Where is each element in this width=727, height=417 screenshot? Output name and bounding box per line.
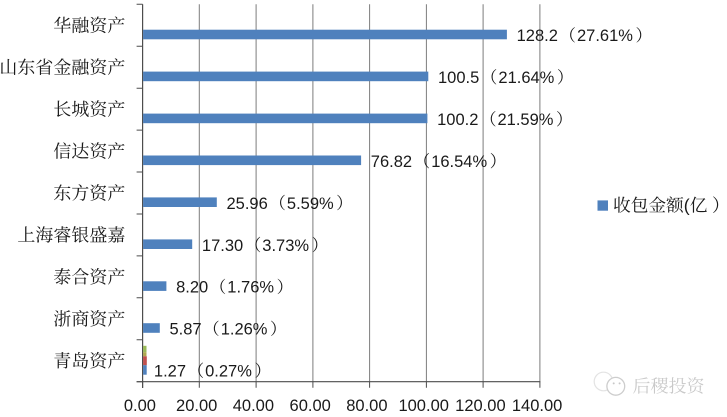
svg-text:100.00: 100.00 [398,397,448,415]
svg-text:21.59%: 21.59% [498,111,554,129]
svg-text:5.59%: 5.59% [287,195,334,213]
svg-text:1.27: 1.27 [154,363,186,381]
svg-text:1.76%: 1.76% [227,279,274,297]
svg-text:60.00: 60.00 [290,397,331,415]
svg-text:21.64%: 21.64% [498,69,554,87]
svg-text:0.00: 0.00 [124,397,156,415]
svg-text:80.00: 80.00 [346,397,387,415]
svg-text:17.30: 17.30 [202,237,243,255]
svg-text:8.20: 8.20 [176,279,208,297]
svg-text:3.73%: 3.73% [262,237,309,255]
svg-text:40.00: 40.00 [233,397,274,415]
svg-text:140.00: 140.00 [512,397,562,415]
svg-text:5.87: 5.87 [170,321,202,339]
svg-text:100.2: 100.2 [437,111,478,129]
svg-text:76.82: 76.82 [371,153,412,171]
svg-text:20.00: 20.00 [176,397,217,415]
svg-text:120.00: 120.00 [455,397,505,415]
svg-text:100.5: 100.5 [438,69,479,87]
svg-text:128.2: 128.2 [517,27,558,45]
svg-text:0.27%: 0.27% [205,363,252,381]
svg-text:27.61%: 27.61% [577,27,633,45]
svg-text:1.26%: 1.26% [221,321,268,339]
svg-text:25.96: 25.96 [227,195,268,213]
svg-text:16.54%: 16.54% [431,153,487,171]
svg-text:(: ( [684,195,690,215]
